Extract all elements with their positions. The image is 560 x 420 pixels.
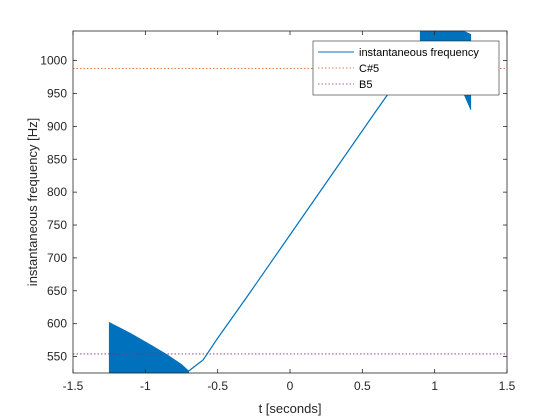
x-tick-label: 1 (431, 379, 438, 393)
x-tick-label: 0.5 (354, 379, 371, 393)
y-tick-label: 900 (47, 119, 67, 133)
x-tick-label: -1.5 (63, 379, 84, 393)
y-tick-label: 750 (47, 218, 67, 232)
y-tick-label: 800 (47, 185, 67, 199)
x-axis-label: t [seconds] (259, 401, 322, 416)
x-tick-label: 1.5 (499, 379, 516, 393)
y-axis-label: instantaneous frequency [Hz] (25, 118, 40, 286)
y-tick-label: 700 (47, 251, 67, 265)
x-tick-label: 0 (287, 379, 294, 393)
y-tick-label: 550 (47, 350, 67, 364)
legend-entry: C#5 (359, 63, 379, 75)
y-tick-label: 850 (47, 152, 67, 166)
y-axis: 550 600 650 700 750 800 850 900 950 1000 (40, 54, 507, 364)
y-tick-label: 1000 (40, 54, 67, 68)
x-tick-label: -0.5 (207, 379, 228, 393)
legend: instantaneous frequency C#5 B5 (312, 40, 500, 96)
x-axis: -1.5 -1 -0.5 0 0.5 1 1.5 (63, 31, 516, 393)
legend-entry: instantaneous frequency (359, 47, 479, 59)
y-tick-label: 650 (47, 284, 67, 298)
legend-entry: B5 (359, 79, 372, 91)
x-tick-label: -1 (140, 379, 151, 393)
y-tick-label: 950 (47, 86, 67, 100)
y-tick-label: 600 (47, 317, 67, 331)
